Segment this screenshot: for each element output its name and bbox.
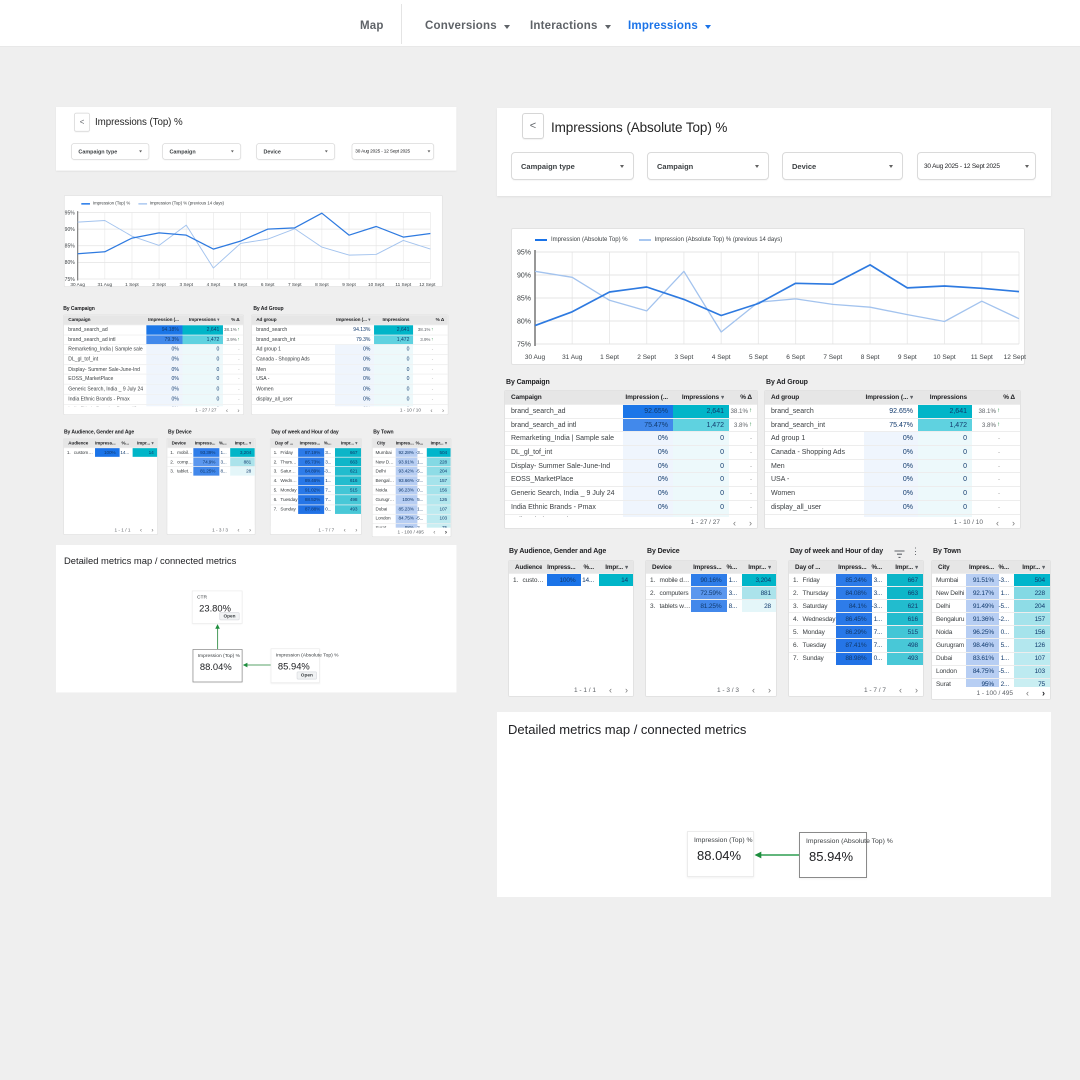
svg-text:4 Sept: 4 Sept [207,282,221,287]
svg-text:1 Sept: 1 Sept [125,282,139,287]
svg-text:95%: 95% [517,250,531,257]
svg-text:6 Sept: 6 Sept [786,354,805,361]
svg-text:31 Aug: 31 Aug [562,354,583,361]
svg-text:7 Sept: 7 Sept [823,354,842,361]
svg-text:3 Sept: 3 Sept [675,354,694,361]
svg-text:10 Sept: 10 Sept [368,282,385,287]
svg-text:95%: 95% [65,210,76,216]
svg-text:2 Sept: 2 Sept [152,282,166,287]
svg-text:85%: 85% [517,296,531,303]
svg-text:9 Sept: 9 Sept [898,354,917,361]
svg-text:11 Sept: 11 Sept [395,282,412,287]
svg-text:12 Sept: 12 Sept [419,282,436,287]
svg-text:85%: 85% [65,244,76,250]
svg-text:30 Aug: 30 Aug [70,282,85,287]
svg-text:90%: 90% [65,227,76,233]
svg-text:12 Sept: 12 Sept [1004,354,1026,361]
svg-text:10 Sept: 10 Sept [933,354,956,361]
svg-text:11 Sept: 11 Sept [971,354,993,361]
svg-text:6 Sept: 6 Sept [261,282,275,287]
svg-text:90%: 90% [517,273,531,280]
svg-text:9 Sept: 9 Sept [342,282,356,287]
svg-text:75%: 75% [65,277,76,283]
svg-text:8 Sept: 8 Sept [315,282,329,287]
svg-text:5 Sept: 5 Sept [749,354,768,361]
svg-text:2 Sept: 2 Sept [637,354,656,361]
svg-text:5 Sept: 5 Sept [234,282,248,287]
svg-text:4 Sept: 4 Sept [712,354,731,361]
svg-text:7 Sept: 7 Sept [288,282,302,287]
svg-text:80%: 80% [65,260,76,266]
svg-text:30 Aug: 30 Aug [525,354,546,361]
svg-text:31 Aug: 31 Aug [97,282,112,287]
svg-text:75%: 75% [517,342,531,349]
svg-text:8 Sept: 8 Sept [861,354,880,361]
svg-text:1 Sept: 1 Sept [600,354,619,361]
svg-text:3 Sept: 3 Sept [179,282,193,287]
svg-text:80%: 80% [517,319,531,326]
